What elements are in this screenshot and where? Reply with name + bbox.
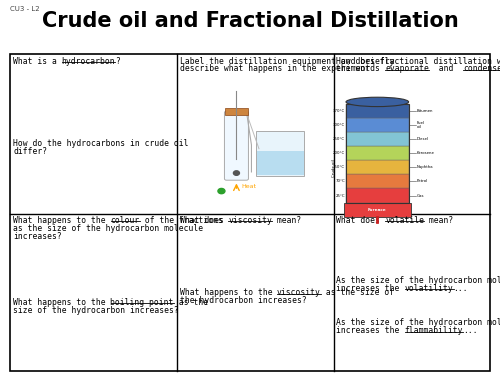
Text: increases?: increases?	[13, 232, 62, 241]
Text: Crude oil and Fractional Distillation: Crude oil and Fractional Distillation	[42, 11, 459, 31]
Text: 370°C: 370°C	[333, 109, 345, 113]
Text: boiling point: boiling point	[110, 298, 174, 307]
Text: volatile: volatile	[385, 216, 424, 225]
Text: 250°C: 250°C	[333, 137, 345, 141]
Text: Bitumen: Bitumen	[416, 109, 433, 113]
Text: and: and	[429, 64, 464, 74]
Bar	[346, 104, 408, 202]
FancyBboxPatch shape	[224, 111, 248, 180]
Circle shape	[218, 189, 225, 194]
Text: 70°C: 70°C	[336, 179, 345, 183]
Text: differ?: differ?	[13, 147, 47, 156]
Bar	[346, 104, 408, 118]
Text: evaporate: evaporate	[385, 64, 429, 74]
Ellipse shape	[346, 97, 408, 106]
Text: Crude oil: Crude oil	[332, 159, 336, 177]
Text: describe what happens in the experiment: describe what happens in the experiment	[180, 64, 370, 74]
Text: mean?: mean?	[272, 216, 302, 225]
Text: What happens to the: What happens to the	[13, 216, 110, 225]
Text: size of the hydrocarbon increases?: size of the hydrocarbon increases?	[13, 306, 179, 315]
Text: What does: What does	[336, 216, 385, 225]
Bar	[346, 146, 408, 160]
Text: flammability: flammability	[405, 326, 463, 335]
Text: 300°C: 300°C	[333, 123, 345, 127]
Text: As the size of the hydrocarbon molecule: As the size of the hydrocarbon molecule	[336, 318, 500, 327]
Text: volatility: volatility	[405, 284, 454, 292]
Text: Naphtha: Naphtha	[416, 165, 433, 169]
Text: Petrol: Petrol	[416, 179, 428, 183]
Text: viscosity: viscosity	[228, 216, 272, 225]
Text: mean?: mean?	[424, 216, 454, 225]
Text: hydrocarbon: hydrocarbon	[62, 57, 116, 66]
Text: Kerosene: Kerosene	[416, 151, 434, 155]
Text: How does fractional distillation work? (use: How does fractional distillation work? (…	[336, 57, 500, 66]
Text: Heat: Heat	[242, 184, 256, 189]
Text: viscosity: viscosity	[277, 288, 321, 297]
FancyBboxPatch shape	[256, 131, 304, 176]
Text: as the size of the hydrocarbon molecule: as the size of the hydrocarbon molecule	[13, 224, 203, 233]
FancyBboxPatch shape	[344, 202, 411, 217]
Text: 200°C: 200°C	[333, 151, 345, 155]
Text: of the fractions: of the fractions	[140, 216, 222, 225]
Text: 150°C: 150°C	[333, 165, 345, 169]
Text: Gas: Gas	[416, 194, 424, 198]
FancyBboxPatch shape	[257, 150, 304, 176]
Text: as the: as the	[174, 298, 208, 307]
Bar	[346, 174, 408, 189]
Text: Diesel: Diesel	[416, 137, 428, 141]
Text: ?: ?	[116, 57, 120, 66]
Text: As the size of the hydrocarbon molecule: As the size of the hydrocarbon molecule	[336, 276, 500, 285]
Text: CU3 - L2: CU3 - L2	[10, 6, 40, 12]
Text: What does: What does	[180, 216, 228, 225]
Text: the hydrocarbon increases?: the hydrocarbon increases?	[180, 296, 306, 305]
Text: Fuel
oil: Fuel oil	[416, 121, 424, 129]
Text: How do the hydrocarbons in crude oil: How do the hydrocarbons in crude oil	[13, 140, 188, 148]
Text: as the size of: as the size of	[321, 288, 394, 297]
Text: Furnace: Furnace	[368, 208, 386, 212]
Text: What happens to the: What happens to the	[13, 298, 110, 307]
Text: 25°C: 25°C	[336, 194, 345, 198]
Text: What happens to the: What happens to the	[180, 288, 277, 297]
Text: ...: ...	[454, 284, 468, 292]
Bar	[346, 160, 408, 174]
FancyBboxPatch shape	[225, 108, 248, 115]
Bar	[346, 189, 408, 202]
Text: condense: condense	[463, 64, 500, 74]
Text: colour: colour	[110, 216, 140, 225]
Text: ...: ...	[463, 326, 478, 335]
Bar	[346, 118, 408, 132]
Text: increases the: increases the	[336, 284, 405, 292]
Text: increases the: increases the	[336, 326, 405, 335]
Text: Label the distillation equipment and briefly: Label the distillation equipment and bri…	[180, 57, 394, 66]
Circle shape	[234, 171, 239, 176]
Bar	[10, 54, 490, 371]
Text: What is a: What is a	[13, 57, 62, 66]
Text: the words: the words	[336, 64, 385, 74]
Bar	[346, 132, 408, 146]
